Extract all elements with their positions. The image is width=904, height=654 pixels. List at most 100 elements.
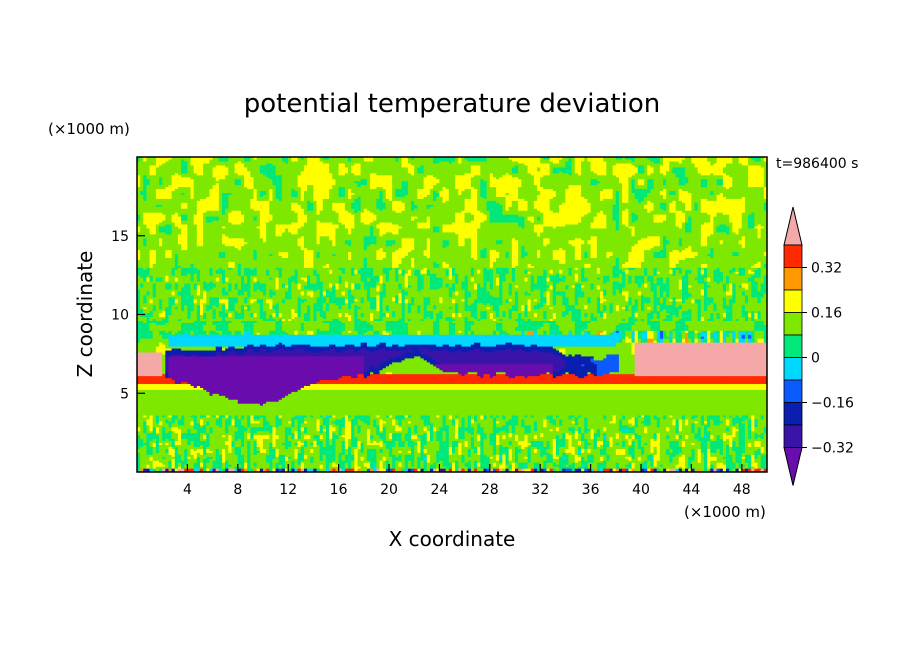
field-cell [137,391,141,394]
field-cell [140,225,144,229]
field-cell [168,300,173,304]
field-cell [149,231,154,235]
field-cell [152,389,157,392]
field-cell [146,314,151,318]
field-cell [152,373,157,377]
field-cell [149,172,154,176]
field-cell [168,261,173,264]
field-cell [181,452,185,455]
field-cell [155,294,160,298]
field-cell [177,283,182,286]
field-cell [177,318,182,322]
field-cell [181,233,185,237]
field-cell [149,346,154,349]
field-cell [159,407,163,410]
field-cell [171,182,176,186]
field-cell [168,172,173,176]
field-cell [140,292,144,296]
field-cell [162,284,166,288]
field-cell [159,288,163,292]
field-cell [162,168,166,172]
field-cell [146,263,151,266]
field-cell [168,198,173,201]
field-cell [137,239,141,243]
field-cell [171,322,176,325]
field-cell [140,283,144,286]
field-cell [155,263,160,266]
field-cell [181,237,185,241]
field-cell [155,253,160,257]
field-cell [177,379,182,383]
field-cell [146,347,151,351]
field-cell [146,233,151,237]
field-cell [155,349,160,353]
field-cell [137,383,141,386]
field-cell [149,170,154,174]
field-cell [146,353,151,357]
field-cell [137,249,141,253]
field-cell [159,261,163,264]
field-cell [137,359,141,363]
field-cell [162,233,166,237]
field-cell [152,192,157,196]
field-cell [174,172,179,176]
field-cell [152,212,157,215]
field-cell [143,399,148,402]
field-cell [168,391,173,394]
field-cell [168,277,173,280]
field-cell [168,302,173,306]
field-cell [137,403,141,406]
field-cell [174,324,179,327]
field-cell [162,194,166,197]
field-cell [177,338,182,341]
field-cell [177,184,182,188]
field-cell [143,279,148,282]
field-cell [162,312,166,316]
field-cell [162,176,166,180]
field-cell [152,162,157,166]
field-cell [149,334,154,337]
field-cell [174,403,179,406]
field-cell [181,381,185,385]
field-cell [181,377,185,381]
field-cell [171,414,176,418]
field-cell [174,466,179,469]
field-cell [165,200,170,203]
field-cell [152,178,157,182]
field-cell [149,166,154,170]
field-cell [171,227,176,231]
field-cell [137,426,141,430]
field-cell [181,332,185,335]
field-cell [155,198,160,201]
field-cell [152,466,157,469]
field-cell [146,239,151,243]
field-cell [171,158,176,162]
field-cell [168,271,173,274]
field-cell [177,225,182,229]
field-cell [171,176,176,180]
field-cell [171,290,176,294]
field-cell [171,456,176,459]
field-cell [174,377,179,381]
field-cell [159,385,163,388]
field-cell [152,157,157,160]
field-cell [168,247,173,251]
field-cell [171,304,176,308]
field-cell [146,418,151,422]
field-cell [165,267,170,270]
field-cell [165,296,170,300]
field-cell [174,375,179,379]
field-cell [140,164,144,168]
field-cell [174,458,179,461]
field-cell [140,338,144,341]
field-cell [149,168,154,172]
field-cell [177,312,182,316]
field-cell [181,318,185,322]
field-cell [168,355,173,359]
field-cell [168,233,173,237]
field-cell [143,448,148,451]
field-cell [146,410,151,414]
field-cell [140,166,144,170]
field-cell [162,399,166,402]
field-cell [140,235,144,239]
